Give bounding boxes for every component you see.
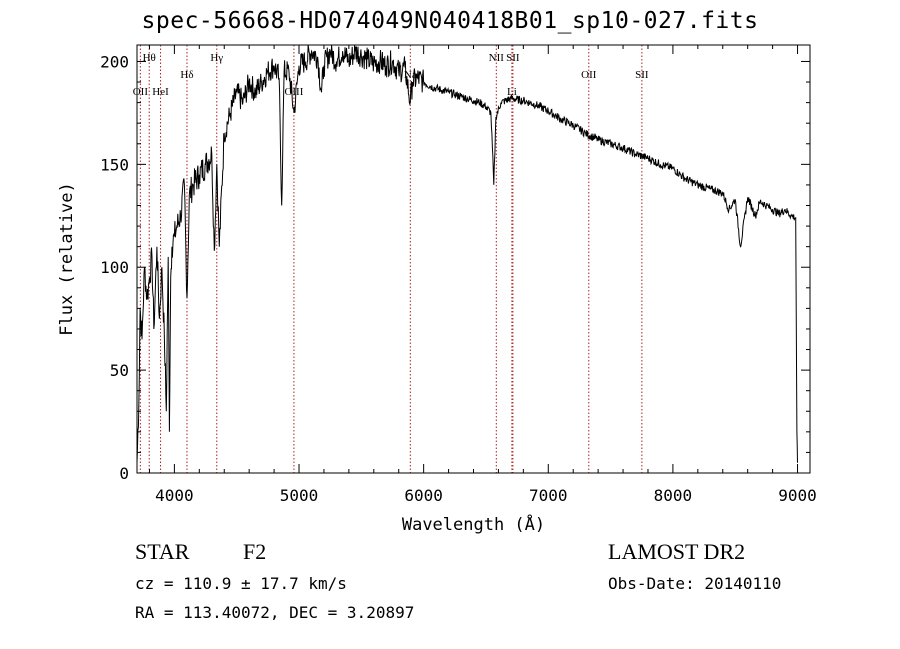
line-marker-label: Li xyxy=(507,86,517,98)
observation-date: Obs-Date: 20140110 xyxy=(608,574,782,593)
y-axis-label: Flux (relative) xyxy=(57,182,77,336)
line-marker-label: HeI xyxy=(152,86,169,98)
redshift-readout: cz = 110.9 ± 17.7 km/s xyxy=(135,574,347,593)
y-tick-label: 50 xyxy=(110,361,129,380)
chart-title: spec-56668-HD074049N040418B01_sp10-027.f… xyxy=(141,8,759,34)
x-axis-label: Wavelength (Å) xyxy=(402,513,545,535)
x-tick-label: 7000 xyxy=(529,486,568,505)
line-marker-label: SII xyxy=(635,69,649,81)
spectrum-line xyxy=(136,44,798,463)
x-tick-label: 6000 xyxy=(404,486,443,505)
coordinates-readout: RA = 113.40072, DEC = 3.20897 xyxy=(135,603,415,622)
line-marker-label: Hθ xyxy=(143,52,156,64)
line-marker-label: OII xyxy=(581,69,597,81)
y-tick-label: 150 xyxy=(100,155,129,174)
line-marker-label: Hδ xyxy=(180,69,193,81)
line-marker-label: OII xyxy=(133,86,149,98)
y-tick-label: 200 xyxy=(100,52,129,71)
line-marker-label: NII xyxy=(489,52,505,64)
x-tick-label: 4000 xyxy=(155,486,194,505)
x-tick-label: 9000 xyxy=(778,486,817,505)
line-marker-label: SII xyxy=(506,52,520,64)
line-marker-label: OIII xyxy=(284,86,303,98)
line-marker-label: Hγ xyxy=(210,52,223,64)
y-tick-label: 0 xyxy=(119,464,129,483)
object-class-label: STAR xyxy=(135,539,190,564)
x-tick-label: 5000 xyxy=(280,486,319,505)
y-tick-label: 100 xyxy=(100,258,129,277)
line-marker-label: Na xyxy=(404,69,417,81)
x-tick-label: 8000 xyxy=(654,486,693,505)
survey-label: LAMOST DR2 xyxy=(608,539,746,564)
subclass-label: F2 xyxy=(243,539,267,564)
plot-frame xyxy=(136,44,811,474)
